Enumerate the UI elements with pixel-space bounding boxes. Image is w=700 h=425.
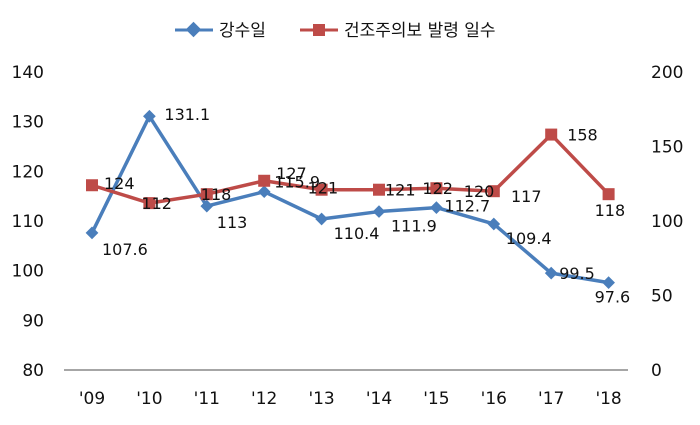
precipitation-point	[257, 185, 271, 199]
precipitation-point	[430, 201, 443, 214]
precipitation-data-label: 112.7	[444, 197, 490, 216]
precipitation-data-label: 111.9	[391, 217, 437, 236]
dry-advisory-point	[602, 188, 615, 201]
left-tick-label: 90	[22, 311, 44, 331]
right-tick-label: 50	[651, 287, 673, 307]
precipitation-line	[90, 114, 609, 285]
dry-advisory-data-label: 158	[567, 126, 598, 145]
x-tick-label: '13	[308, 389, 334, 409]
dry-advisory-line	[91, 132, 610, 205]
dry-advisory-point	[200, 188, 213, 201]
dry-advisory-point	[143, 197, 156, 210]
dry-advisory-data-label: 121	[385, 181, 416, 200]
dry-advisory-data-label: 124	[104, 174, 135, 193]
x-tick-label: '11	[194, 389, 220, 409]
dry-advisory-point	[86, 179, 98, 192]
left-tick-label: 110	[12, 212, 44, 232]
left-tick-label: 80	[22, 361, 44, 381]
left-tick-label: 130	[12, 113, 44, 133]
dry-advisory-point	[315, 183, 328, 196]
precipitation-data-label: 110.4	[334, 224, 380, 243]
precipitation-data-label: 113	[217, 213, 248, 232]
precipitation-data-label: 131.1	[164, 105, 210, 124]
left-tick-label: 140	[12, 63, 44, 83]
dry-advisory-point	[373, 183, 385, 196]
series-layer	[85, 109, 615, 289]
left-tick-label: 100	[12, 262, 44, 282]
x-tick-label: '12	[251, 389, 277, 409]
dry-advisory-data-label: 118	[201, 185, 232, 204]
precipitation-data-label: 107.6	[102, 240, 148, 259]
dry-advisory-data-label: 112	[141, 194, 172, 213]
annotation-label: 117	[511, 187, 542, 206]
right-axis: 0 50 100 150 200	[651, 63, 683, 381]
precipitation-data-label: 115.9	[274, 173, 320, 192]
legend-label-precipitation: 강수일	[219, 21, 266, 41]
precipitation-point	[487, 217, 501, 231]
legend-label-dry-advisory: 건조주의보 발령 일수	[344, 21, 496, 41]
dry-advisory-data-label: 120	[464, 182, 495, 201]
dry-advisory-point	[258, 174, 271, 187]
legend: 강수일 건조주의보 발령 일수	[175, 21, 496, 41]
x-tick-label: '18	[595, 389, 621, 409]
data-labels: 107.6 131.1 113 115.9 110.4 111.9 112.7 109.4 99…	[102, 105, 630, 306]
right-tick-label: 150	[651, 138, 683, 158]
left-axis: 80 90 100 110 120 130 140	[12, 63, 44, 381]
legend-marker-dry-advisory	[313, 24, 325, 36]
dry-advisory-data-label: 118	[595, 201, 626, 220]
x-tick-label: '10	[136, 389, 162, 409]
precipitation-data-label: 99.5	[559, 264, 595, 283]
x-tick-label: '14	[366, 389, 392, 409]
precipitation-point	[143, 109, 156, 123]
precipitation-point	[85, 226, 99, 240]
dry-advisory-point	[430, 182, 443, 195]
x-tick-label: '16	[481, 389, 507, 409]
precipitation-point	[315, 212, 328, 226]
x-tick-label: '09	[79, 389, 105, 409]
dry-advisory-point	[545, 128, 558, 141]
precipitation-point	[372, 205, 386, 218]
dry-advisory-data-label: 127	[276, 164, 307, 183]
right-tick-label: 200	[651, 63, 683, 83]
right-tick-label: 100	[651, 212, 683, 232]
precipitation-data-label: 97.6	[595, 288, 631, 307]
x-tick-label: '17	[538, 389, 564, 409]
precipitation-point	[200, 199, 214, 213]
left-tick-label: 120	[12, 162, 44, 182]
right-tick-label: 0	[651, 361, 662, 381]
x-axis: '09 '10 '11 '12 '13 '14 '15 '16 '17 '18	[79, 389, 622, 409]
precipitation-data-label: 109.4	[506, 229, 552, 248]
dry-advisory-point	[487, 185, 500, 198]
dry-advisory-data-label: 121	[308, 179, 339, 198]
dry-advisory-data-label: 122	[422, 179, 453, 198]
x-tick-label: '15	[423, 389, 449, 409]
legend-marker-precipitation	[185, 21, 202, 38]
